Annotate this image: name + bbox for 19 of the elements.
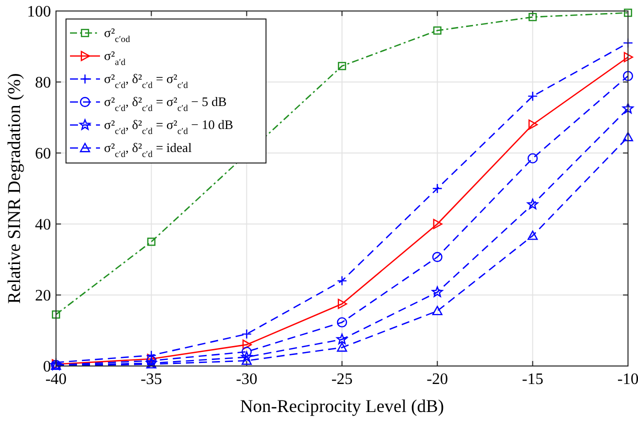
y-tick-label: 20 <box>35 288 51 305</box>
y-tick-label: 100 <box>27 4 51 21</box>
y-tick-label: 40 <box>35 216 51 234</box>
legend-label: σ²$_{c′d}$, δ²$_{c′d}$ = σ²$_{c′d}$ − 10 dB <box>104 117 234 136</box>
y-axis-title: Relative SINR Degradation (%) <box>4 73 24 304</box>
legend-label: σ²$_{c′d}$, δ²$_{c′d}$ = σ²$_{c′d}$ − 5 dB <box>104 94 228 113</box>
legend-label: σ²$_{c′d}$, δ²$_{c′d}$ = σ²$_{c′d}$ <box>104 71 188 90</box>
x-tick-label: -15 <box>522 371 544 388</box>
x-axis-title: Non-Reciprocity Level (dB) <box>240 396 444 416</box>
legend-label: σ²$_{c′d}$, δ²$_{c′d}$ = ideal <box>104 140 192 159</box>
x-tick-label: -35 <box>140 371 162 388</box>
x-tick-label: -10 <box>617 371 638 388</box>
y-tick-label: 80 <box>35 74 51 92</box>
x-tick-label: -20 <box>426 371 448 388</box>
legend-label: σ²$_{a′d}$ <box>104 48 126 67</box>
x-tick-label: -25 <box>331 371 353 388</box>
x-tick-label: -30 <box>236 371 258 388</box>
y-tick-label: 60 <box>35 146 51 163</box>
legend-label: σ²$_{c′od}$ <box>104 25 130 44</box>
